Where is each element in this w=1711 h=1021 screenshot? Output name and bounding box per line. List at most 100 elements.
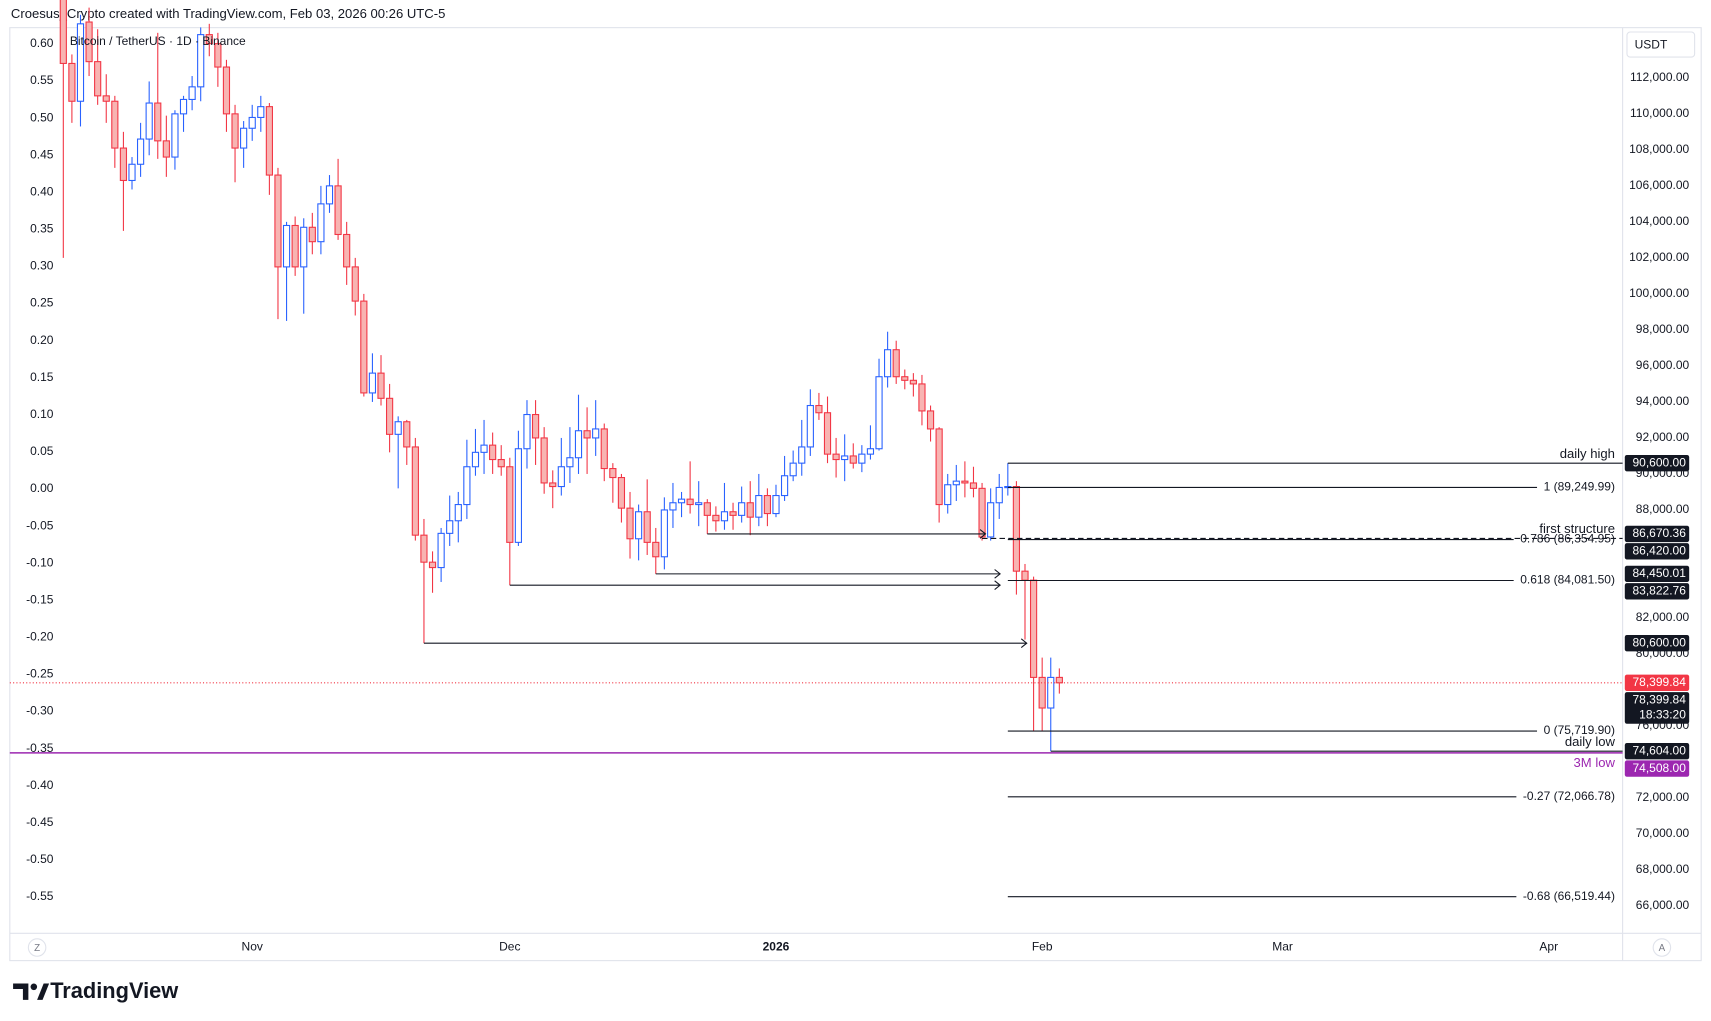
price-box [1624,543,1690,560]
y2-tick-label: 0.25 [30,296,54,310]
price-box-label: 78,399.84 [1633,675,1687,689]
candle-body [961,480,969,484]
y2-tick-label: 0.40 [30,184,54,198]
y-tick-label: 100,000.00 [1629,286,1689,300]
candle-body [755,495,763,518]
candle-body [154,102,162,142]
auto-label[interactable]: A [1659,943,1666,954]
candle-body [162,140,170,158]
candle-body [746,502,754,518]
candle-body [643,511,651,543]
candle-body [918,383,926,412]
candle-body [85,21,93,63]
candle-body [489,444,497,461]
y-tick-label: 104,000.00 [1629,214,1689,228]
candle-body [437,532,445,569]
fib-label: 1 (89,249.99) [1544,480,1615,494]
x-tick-label: 2026 [763,940,790,954]
y2-tick-label: 0.60 [30,36,54,50]
y2-tick-label: 0.05 [30,444,54,458]
y2-tick-label: 0.50 [30,110,54,124]
candle-body [772,495,780,515]
candle-body [231,113,239,149]
candle-body [703,502,711,516]
candle-body [935,428,943,506]
y2-tick-label: -0.30 [26,704,54,718]
candle-body [351,266,359,302]
y2-tick-label: -0.05 [26,518,54,532]
candle-body [1038,676,1046,709]
currency-button[interactable] [1626,31,1696,58]
x-tick-label: Apr [1539,940,1558,954]
y2-tick-label: -0.50 [26,852,54,866]
price-box [1624,583,1690,600]
fib-label: 0.618 (84,081.50) [1520,573,1615,587]
candle-body [849,455,857,464]
y-tick-label: 102,000.00 [1629,250,1689,264]
candle-body [523,413,531,450]
y2-tick-label: -0.55 [26,889,54,903]
candle-body [1029,579,1038,678]
candle-body [360,300,368,394]
fib-label: -0.68 (66,519.44) [1523,889,1615,903]
candle-body [377,372,385,399]
candle-body [480,444,488,453]
chart-title: Bitcoin / TetherUS · 1D · Binance [70,34,246,48]
candle-body [995,486,1003,504]
y-tick-label: 94,000.00 [1636,394,1690,408]
candle-body [506,466,514,543]
candle-body [669,502,677,511]
candle-body [145,102,153,140]
candle-body [222,66,231,115]
price-box-label: 74,508.00 [1633,761,1687,775]
price-box-sublabel: 18:33:20 [1639,708,1686,722]
candle-body [652,541,660,558]
zoom-label[interactable]: Z [34,943,40,954]
y-tick-label: 110,000.00 [1630,106,1689,120]
candle-body [686,498,694,506]
y2-tick-label: 0.20 [30,333,54,347]
auto-button[interactable] [1652,938,1672,957]
candle-body [712,514,720,522]
y2-tick-label: -0.15 [26,592,54,606]
zoom-button[interactable] [27,938,47,957]
candle-body [334,185,342,236]
price-box [1624,692,1690,724]
y2-tick-label: 0.00 [30,481,54,495]
brand: TradingView [50,978,179,1003]
price-box [1624,454,1690,472]
candle-body [403,421,411,448]
candle-body [583,430,591,439]
candle-body [1021,570,1029,581]
candle-body [394,421,402,435]
candle-body [815,404,823,414]
candle-body [626,507,634,540]
arrow-head [994,580,1001,590]
candle-body [660,509,668,558]
candle-body [179,98,188,115]
candle-body [738,502,746,516]
candle-body [119,147,128,182]
level-label: first structure [1539,521,1615,536]
candle-body [317,203,325,243]
candle-body [969,482,978,489]
candle-body [265,106,273,176]
price-box-label: 84,450.01 [1633,566,1687,580]
candle-body [677,498,686,504]
fib-label: 0 (75,719.90) [1544,723,1615,737]
candle-body [549,482,557,488]
y2-tick-label: -0.45 [26,815,54,829]
candle-body [463,466,471,506]
candle-body [780,475,789,497]
candle-body [875,376,883,450]
y2-tick-label: 0.15 [30,370,54,384]
y-tick-label: 68,000.00 [1636,862,1690,876]
candle-body [94,61,102,97]
candle-body [282,224,291,268]
currency[interactable]: USDT [1635,37,1668,51]
candle-body [729,511,737,516]
candle-body [806,404,814,448]
price-box [1624,760,1690,777]
